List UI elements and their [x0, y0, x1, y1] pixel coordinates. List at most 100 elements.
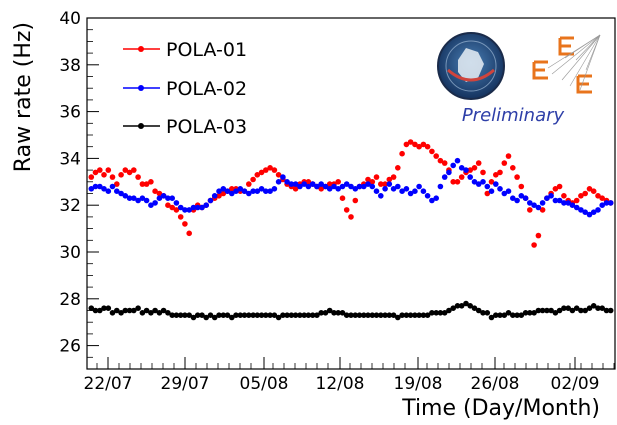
data-point: [407, 139, 414, 145]
data-point: [488, 188, 495, 194]
data-point: [497, 186, 503, 192]
data-point: [182, 312, 188, 319]
data-point: [573, 204, 580, 211]
data-point: [131, 195, 137, 201]
data-point: [275, 179, 282, 185]
legend-item-pola-01: POLA-01: [123, 39, 247, 61]
data-point: [433, 310, 440, 316]
data-point: [135, 305, 141, 312]
data-point: [126, 169, 133, 176]
data-point: [131, 167, 137, 173]
data-point: [118, 172, 124, 178]
data-point: [194, 312, 201, 319]
data-point: [527, 310, 533, 316]
data-point: [292, 186, 299, 192]
data-point: [190, 204, 197, 211]
data-point: [131, 307, 137, 314]
data-point: [186, 207, 192, 213]
data-point: [378, 312, 384, 319]
data-point: [101, 186, 107, 192]
data-point: [284, 179, 290, 185]
data-point: [395, 314, 401, 321]
data-point: [599, 202, 605, 208]
data-point: [258, 169, 265, 176]
data-point: [531, 310, 537, 316]
data-point: [382, 312, 388, 319]
data-point: [224, 312, 231, 319]
data-point: [246, 181, 252, 187]
data-point: [386, 312, 393, 319]
data-point: [488, 179, 495, 185]
data-point: [386, 176, 393, 183]
data-point: [437, 183, 444, 190]
data-point: [471, 179, 478, 185]
data-point: [97, 183, 103, 190]
data-point: [250, 188, 256, 194]
data-point: [288, 181, 295, 187]
y-tick-label: 32: [59, 196, 81, 216]
data-point: [318, 181, 325, 187]
data-point: [148, 179, 154, 185]
data-point: [258, 312, 265, 319]
x-tick-label: 19/08: [394, 374, 443, 394]
data-point: [263, 188, 269, 194]
data-point: [101, 305, 107, 312]
data-point: [169, 195, 175, 201]
y-axis-title: Raw rate (Hz): [11, 22, 36, 172]
data-point: [326, 186, 333, 192]
data-point: [544, 307, 550, 314]
data-point: [510, 312, 516, 319]
data-point: [514, 174, 520, 180]
data-point: [437, 157, 444, 164]
data-point: [356, 183, 363, 190]
data-point: [573, 197, 580, 204]
data-point: [352, 186, 359, 192]
data-point: [309, 312, 316, 319]
data-point: [412, 188, 418, 194]
data-point: [373, 174, 380, 180]
data-point: [143, 307, 150, 314]
data-point: [454, 157, 461, 164]
data-point: [211, 193, 218, 199]
data-point: [603, 200, 610, 206]
data-point: [250, 312, 256, 319]
data-point: [246, 312, 252, 319]
data-point: [378, 193, 384, 199]
data-point: [420, 312, 427, 319]
data-point: [114, 181, 120, 187]
legend-item-pola-03: POLA-03: [123, 116, 247, 138]
data-point: [493, 312, 499, 319]
data-point: [548, 307, 554, 314]
data-point: [556, 183, 563, 190]
data-point: [488, 314, 495, 321]
data-point: [467, 303, 474, 309]
data-point: [301, 312, 308, 319]
data-point: [199, 312, 205, 319]
data-point: [403, 186, 410, 192]
data-point: [207, 197, 214, 204]
data-point: [424, 143, 431, 150]
data-point: [416, 312, 422, 319]
data-point: [343, 207, 350, 213]
data-point: [390, 174, 397, 180]
data-point: [203, 314, 209, 321]
data-point: [297, 183, 303, 190]
y-tick-label: 38: [59, 56, 81, 76]
data-point: [505, 153, 512, 159]
data-point: [382, 181, 388, 187]
data-point: [475, 307, 482, 314]
data-point: [271, 312, 278, 319]
y-tick-label: 28: [59, 290, 81, 310]
data-point: [182, 207, 188, 213]
legend-label-pola-03: POLA-03: [166, 116, 247, 138]
data-point: [463, 300, 469, 307]
data-point: [446, 169, 452, 176]
data-point: [220, 190, 227, 197]
data-point: [603, 307, 610, 314]
data-point: [416, 183, 422, 190]
data-point: [263, 167, 269, 173]
data-point: [582, 209, 588, 215]
data-point: [271, 186, 278, 192]
data-point: [403, 312, 410, 319]
